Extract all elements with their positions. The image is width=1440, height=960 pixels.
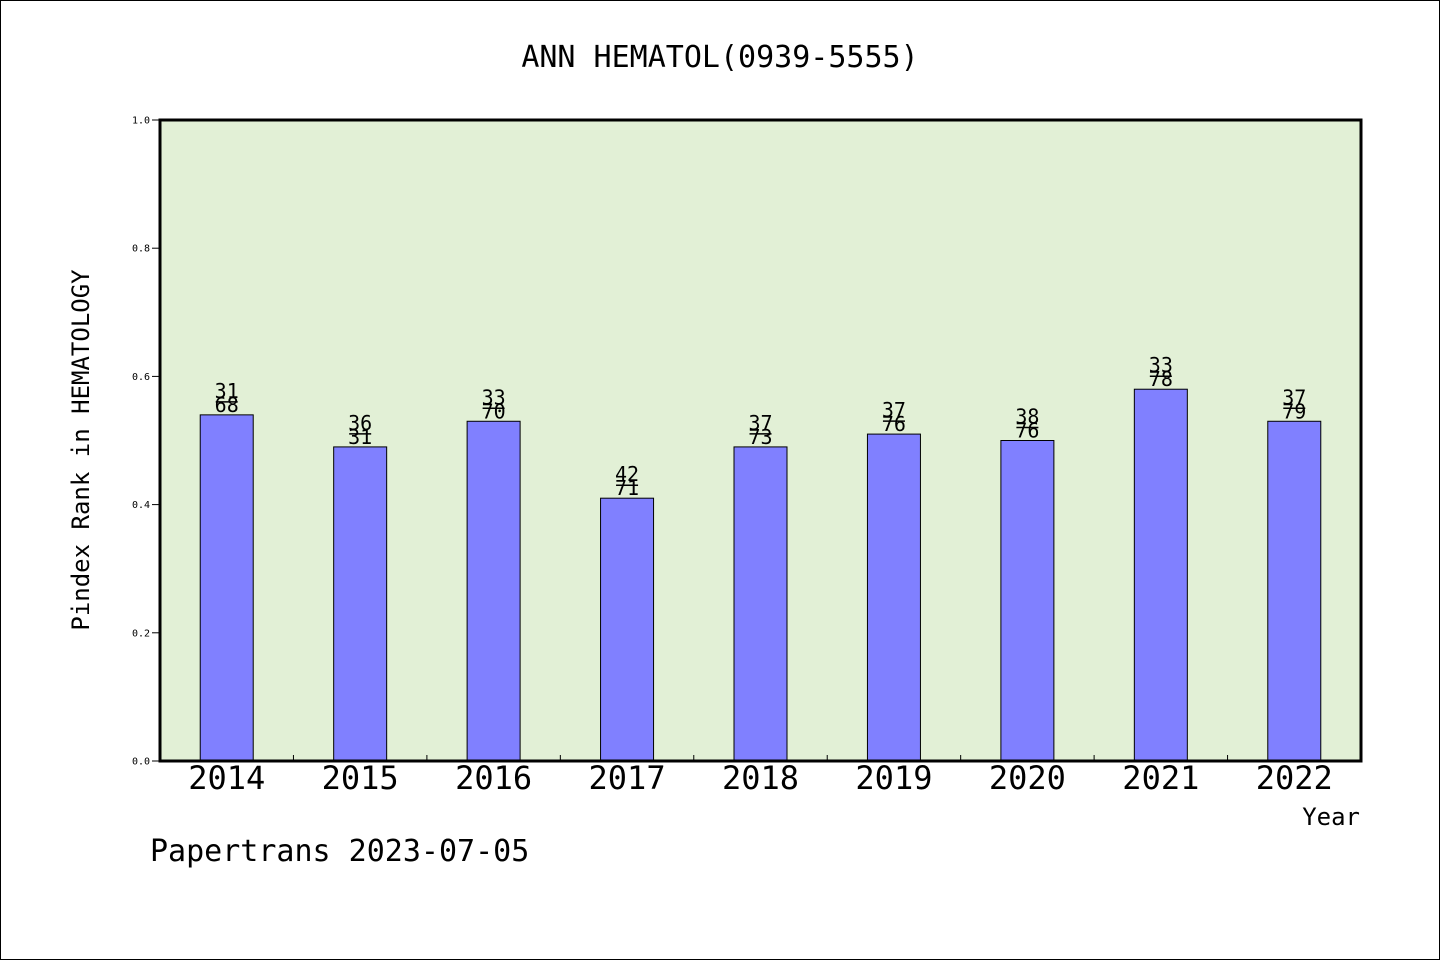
bar-2019 [866, 433, 921, 762]
bar-label-bottom: 71 [615, 476, 639, 500]
plot-border [158, 118, 1363, 763]
bar-label-bottom: 70 [482, 399, 506, 423]
bar-label-top: 37 [748, 411, 772, 435]
bar-label-bottom: 79 [1282, 399, 1306, 423]
bar-2016 [466, 420, 521, 762]
bar-2015 [333, 446, 388, 762]
bar-label-top: 38 [1015, 405, 1039, 429]
bar-label-bottom: 76 [1015, 419, 1039, 443]
bar-2020 [1000, 440, 1055, 762]
x-axis: 2014 2015 2016 2017 2018 2019 2020 2021 2022 [188, 755, 1333, 797]
bar-label-bottom: 78 [1149, 367, 1173, 391]
bar-label-top: 42 [615, 462, 639, 486]
bar-label-bottom: 31 [348, 425, 372, 449]
bar-2021 [1133, 388, 1188, 762]
bar-2017 [600, 497, 655, 762]
y-tick-label: 0.8 [132, 244, 150, 255]
y-axis-label: Pindex Rank in HEMATOLOGY [67, 269, 95, 631]
x-tick-label: 2019 [855, 759, 932, 797]
bar-2022 [1267, 420, 1322, 762]
x-tick-label: 2014 [188, 759, 265, 797]
bar-label-top: 36 [348, 411, 372, 435]
bar-label-bottom: 68 [215, 393, 239, 417]
x-tick-label: 2021 [1122, 759, 1199, 797]
bar-label-bottom: 76 [882, 412, 906, 436]
x-axis-label: Year [1302, 803, 1360, 831]
x-tick-label: 2017 [589, 759, 666, 797]
chart-title: ANN HEMATOL(0939-5555) [521, 40, 918, 75]
x-tick-label: 2022 [1256, 759, 1333, 797]
x-tick-label: 2016 [455, 759, 532, 797]
y-axis: 0.0 0.2 0.4 0.6 0.8 1.0 [132, 116, 160, 768]
x-tick-label: 2020 [989, 759, 1066, 797]
bar-label-top: 37 [1282, 385, 1306, 409]
bar-label-top: 37 [882, 398, 906, 422]
x-tick-label: 2018 [722, 759, 799, 797]
y-tick-label: 0.2 [132, 628, 150, 639]
bar-label-top: 33 [1149, 353, 1173, 377]
y-tick-label: 1.0 [132, 116, 150, 127]
footer-credit: Papertrans 2023-07-05 [150, 834, 530, 869]
bar-2014 [199, 414, 254, 762]
bar-label-top: 31 [215, 379, 239, 403]
bar-label-top: 33 [482, 385, 506, 409]
y-tick-label: 0.4 [132, 500, 150, 511]
bar-2018 [733, 446, 788, 762]
y-tick-label: 0.0 [132, 757, 150, 768]
x-tick-label: 2015 [322, 759, 399, 797]
bar-label-bottom: 73 [748, 425, 772, 449]
y-tick-label: 0.6 [132, 372, 150, 383]
